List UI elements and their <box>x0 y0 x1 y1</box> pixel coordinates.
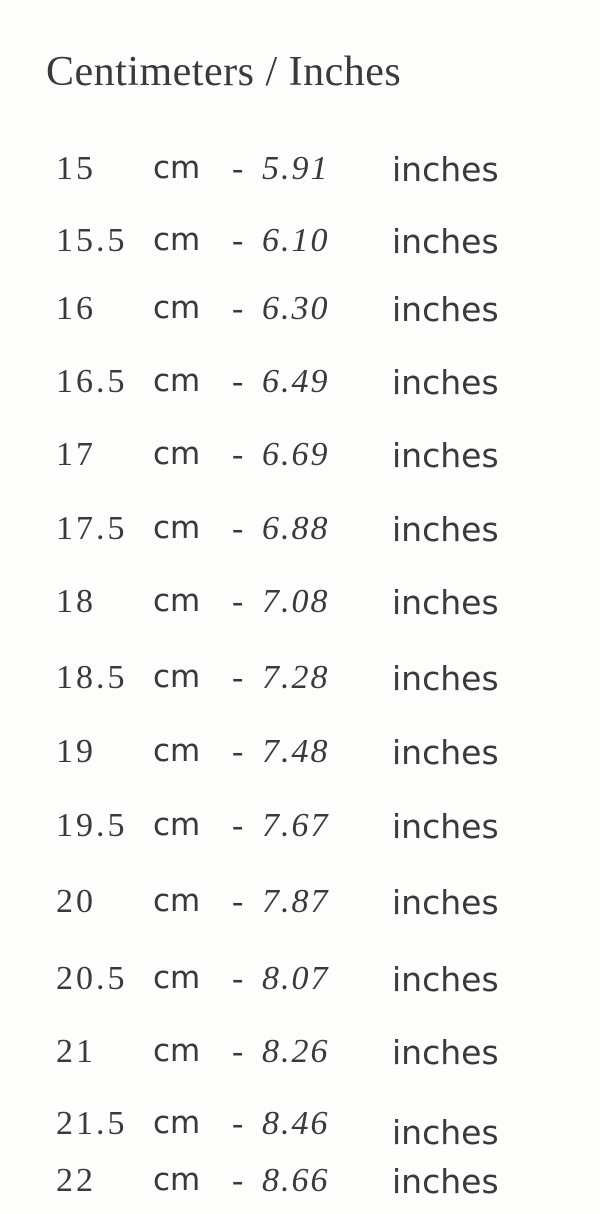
table-row: 15.5 cm -6.10 inches <box>0 222 600 272</box>
inches-unit: inches <box>392 510 499 549</box>
cm-unit: cm <box>153 150 201 186</box>
inches-value: 8.66 <box>262 1162 330 1199</box>
separator: - <box>232 363 244 400</box>
separator: - <box>232 222 244 259</box>
table-row: 19 cm -7.48 inches <box>0 733 600 783</box>
cm-value: 21 <box>56 1033 96 1070</box>
table-row: 21.5 cm -8.46 inches <box>0 1105 600 1155</box>
table-row: 20 cm -7.87 inches <box>0 883 600 933</box>
separator: - <box>232 659 244 696</box>
separator: - <box>232 960 244 997</box>
inches-value: 7.67 <box>262 807 330 844</box>
inches-unit: inches <box>392 363 499 402</box>
inches-unit: inches <box>392 807 499 846</box>
table-row: 20.5 cm -8.07 inches <box>0 960 600 1010</box>
cm-value: 19 <box>56 733 96 770</box>
table-row: 15 cm -5.91 inches <box>0 150 600 200</box>
separator: - <box>232 583 244 620</box>
cm-unit: cm <box>153 1105 201 1141</box>
inches-unit: inches <box>392 883 499 922</box>
cm-unit: cm <box>153 659 201 695</box>
table-row: 17 cm -6.69 inches <box>0 436 600 486</box>
inches-unit: inches <box>392 1162 499 1201</box>
table-row: 18.5 cm -7.28 inches <box>0 659 600 709</box>
inches-unit: inches <box>392 733 499 772</box>
inches-value: 6.69 <box>262 436 330 473</box>
cm-value: 20 <box>56 883 96 920</box>
cm-value: 15.5 <box>56 222 128 259</box>
cm-value: 17.5 <box>56 510 128 547</box>
separator: - <box>232 733 244 770</box>
cm-unit: cm <box>153 436 201 472</box>
cm-value: 18 <box>56 583 96 620</box>
table-row: 19.5 cm -7.67 inches <box>0 807 600 857</box>
inches-value: 8.46 <box>262 1105 330 1142</box>
table-row: 17.5 cm -6.88 inches <box>0 510 600 560</box>
separator: - <box>232 807 244 844</box>
inches-value: 6.49 <box>262 363 330 400</box>
inches-unit: inches <box>392 1113 499 1152</box>
cm-value: 19.5 <box>56 807 128 844</box>
inches-value: 6.30 <box>262 290 330 327</box>
cm-unit: cm <box>153 960 201 996</box>
cm-unit: cm <box>153 1162 201 1198</box>
separator: - <box>232 883 244 920</box>
inches-unit: inches <box>392 583 499 622</box>
inches-value: 7.28 <box>262 659 330 696</box>
table-row: 16 cm -6.30 inches <box>0 290 600 340</box>
cm-unit: cm <box>153 583 201 619</box>
cm-unit: cm <box>153 363 201 399</box>
inches-value: 8.07 <box>262 960 330 997</box>
inches-unit: inches <box>392 150 499 189</box>
separator: - <box>232 1162 244 1199</box>
cm-value: 16.5 <box>56 363 128 400</box>
inches-value: 8.26 <box>262 1033 330 1070</box>
inches-unit: inches <box>392 436 499 475</box>
separator: - <box>232 1105 244 1142</box>
table-row: 22 cm -8.66 inches <box>0 1162 600 1212</box>
cm-value: 16 <box>56 290 96 327</box>
cm-value: 21.5 <box>56 1105 128 1142</box>
cm-unit: cm <box>153 807 201 843</box>
cm-unit: cm <box>153 883 201 919</box>
separator: - <box>232 150 244 187</box>
cm-unit: cm <box>153 510 201 546</box>
cm-value: 15 <box>56 150 96 187</box>
page-title: Centimeters / Inches <box>46 49 402 95</box>
inches-unit: inches <box>392 659 499 698</box>
separator: - <box>232 436 244 473</box>
table-row: 18 cm -7.08 inches <box>0 583 600 633</box>
cm-value: 18.5 <box>56 659 128 696</box>
inches-unit: inches <box>392 960 499 999</box>
inches-value: 7.48 <box>262 733 330 770</box>
separator: - <box>232 290 244 327</box>
inches-unit: inches <box>392 1033 499 1072</box>
cm-value: 22 <box>56 1162 96 1199</box>
inches-value: 7.08 <box>262 583 330 620</box>
cm-unit: cm <box>153 733 201 769</box>
inches-unit: inches <box>392 222 499 261</box>
table-row: 21 cm -8.26 inches <box>0 1033 600 1083</box>
inches-value: 5.91 <box>262 150 330 187</box>
table-row: 16.5 cm -6.49 inches <box>0 363 600 413</box>
cm-value: 20.5 <box>56 960 128 997</box>
separator: - <box>232 510 244 547</box>
cm-unit: cm <box>153 290 201 326</box>
cm-value: 17 <box>56 436 96 473</box>
separator: - <box>232 1033 244 1070</box>
inches-value: 6.88 <box>262 510 330 547</box>
inches-unit: inches <box>392 290 499 329</box>
cm-unit: cm <box>153 1033 201 1069</box>
cm-unit: cm <box>153 222 201 258</box>
inches-value: 6.10 <box>262 222 330 259</box>
inches-value: 7.87 <box>262 883 330 920</box>
